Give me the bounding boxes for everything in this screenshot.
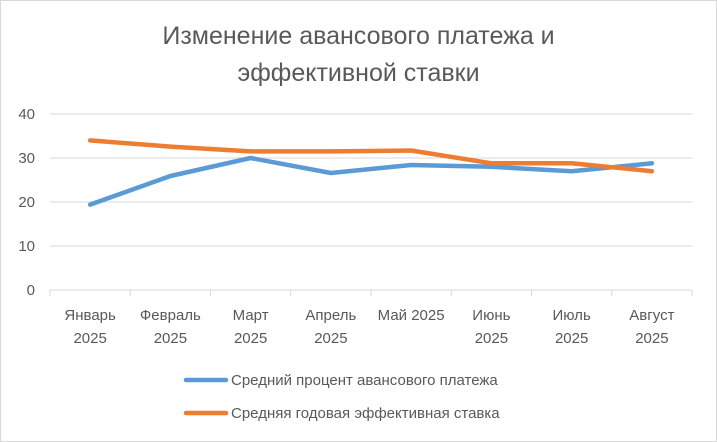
x-axis-ticks: Январь 2025 Февраль 2025 Март 2025 Апрель 2025 М… [49,290,693,347]
series-line-2 [87,138,655,174]
x-tick-label: Апрель 2025 [305,307,356,347]
series-line-1 [87,155,655,207]
x-tick-label: Январь 2025 [64,307,116,347]
y-tick-label: 0 [27,282,35,299]
x-tick-label: Март 2025 [233,307,269,347]
x-tick-label: Июнь 2025 [472,307,510,347]
x-tick-label: Август 2025 [629,307,674,347]
y-axis-ticks: 0 10 20 30 40 [18,106,35,299]
chart-title-line-1: Изменение авансового платежа и [162,22,555,50]
x-tick-label: Июль 2025 [552,307,590,347]
legend: Средний процент авансового платежа Средня… [183,372,500,422]
y-tick-label: 40 [18,106,35,123]
legend-label-1: Средний процент авансового платежа [231,372,498,389]
y-tick-label: 30 [18,150,35,167]
y-tick-label: 10 [18,238,35,255]
x-tick-label: Февраль 2025 [140,307,201,347]
y-tick-label: 20 [18,194,35,211]
chart-title-line-2: эффективной ставки [237,59,480,87]
grid-lines [50,113,692,291]
x-tick-label: Май 2025 [378,307,445,324]
legend-label-2: Средняя годовая эффективная ставка [231,405,500,422]
chart-title: Изменение авансового платежа и эффективн… [0,18,717,92]
series-lines [87,138,655,207]
